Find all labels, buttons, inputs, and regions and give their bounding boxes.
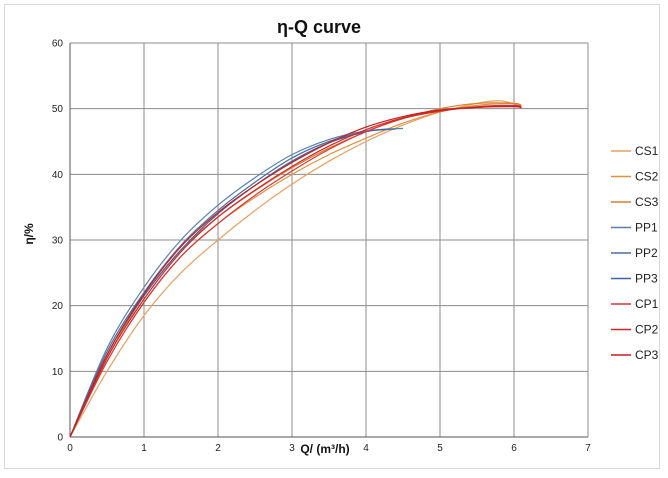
series-line-pp3 <box>69 128 389 438</box>
legend-label-cs1: CS1 <box>635 144 659 158</box>
x-tick-label: 5 <box>437 443 443 454</box>
x-tick-label: 3 <box>289 443 295 454</box>
x-tick-label: 2 <box>215 443 221 454</box>
y-tick-label: 20 <box>52 301 64 312</box>
grid <box>70 42 589 437</box>
axes <box>69 43 588 438</box>
y-axis-label: η/% <box>22 223 36 245</box>
tick-labels: 0 1 2 3 4 5 6 7 0 10 20 30 40 50 60 <box>52 39 591 455</box>
legend-label-pp3: PP3 <box>635 272 658 286</box>
legend-label-cs3: CS3 <box>635 195 659 209</box>
x-tick-label: 7 <box>585 443 591 454</box>
y-tick-label: 60 <box>52 39 64 50</box>
y-tick-label: 40 <box>52 170 64 181</box>
legend-label-pp1: PP1 <box>635 221 658 235</box>
x-tick-label: 6 <box>511 443 517 454</box>
y-tick-label: 50 <box>52 104 64 115</box>
chart-frame: η-Q curve 0 1 2 3 4 5 6 7 0 10 20 30 40 50 60 Q/ (m³/h… <box>4 4 660 469</box>
y-tick-label: 0 <box>57 433 63 444</box>
legend: CS1 CS2 CS3 PP1 PP2 PP3 CP1 CP2 CP3 <box>611 144 659 362</box>
x-tick-label: 4 <box>363 443 369 454</box>
y-tick-label: 10 <box>52 367 64 378</box>
series-line-cp3 <box>69 106 522 438</box>
x-tick-label: 1 <box>141 443 147 454</box>
eta-q-chart: η-Q curve 0 1 2 3 4 5 6 7 0 10 20 30 40 50 60 Q/ (m³/h… <box>22 17 659 456</box>
legend-label-cp2: CP2 <box>635 323 659 337</box>
x-tick-label: 0 <box>67 443 73 454</box>
series-line-cs2 <box>69 102 522 438</box>
legend-label-cs2: CS2 <box>635 170 659 184</box>
legend-label-cp3: CP3 <box>635 348 659 362</box>
series-line-pp2 <box>69 128 396 438</box>
x-axis-label: Q/ (m³/h) <box>300 442 349 456</box>
y-tick-label: 30 <box>52 236 64 247</box>
chart-title: η-Q curve <box>277 17 361 37</box>
series-line-cs1 <box>69 100 518 438</box>
series-lines <box>69 100 522 438</box>
legend-label-pp2: PP2 <box>635 246 658 260</box>
legend-label-cp1: CP1 <box>635 297 659 311</box>
series-line-cp1 <box>69 104 522 438</box>
